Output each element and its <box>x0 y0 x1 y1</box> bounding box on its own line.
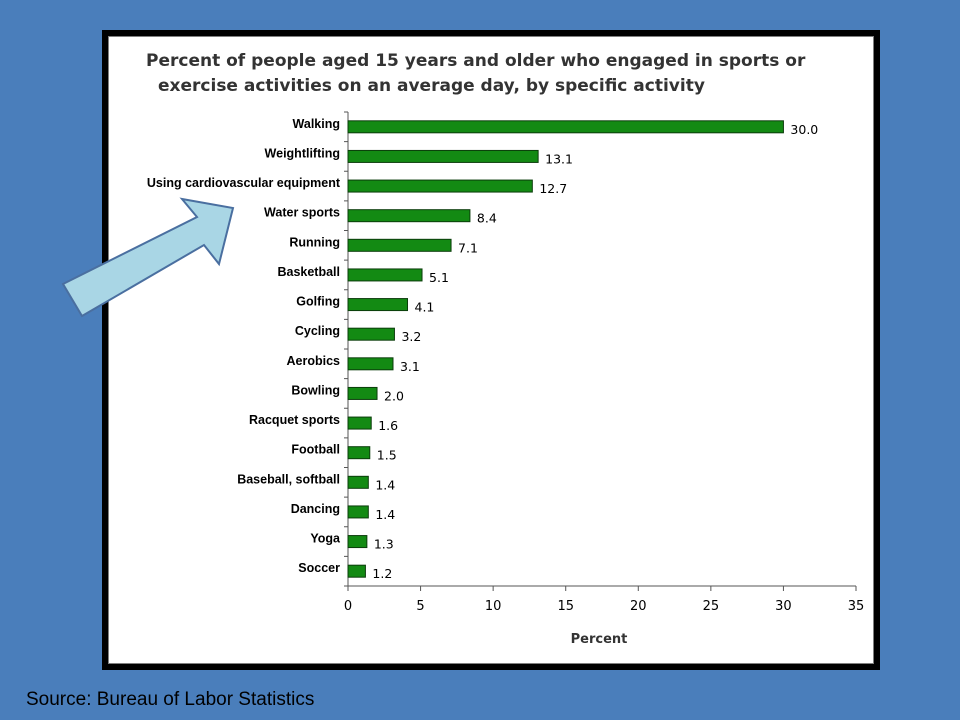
category-label: Racquet sports <box>249 413 340 427</box>
chart-title-line-2: exercise activities on an average day, b… <box>158 76 705 96</box>
value-label: 2.0 <box>384 388 404 403</box>
category-label: Bowling <box>291 383 340 397</box>
category-label: Weightlifting <box>265 146 340 160</box>
bar <box>347 179 533 193</box>
bar <box>347 475 369 489</box>
bar <box>347 298 409 312</box>
x-tick-label: 10 <box>485 599 502 614</box>
bar <box>347 209 471 223</box>
category-label: Soccer <box>298 561 340 575</box>
value-label: 12.7 <box>539 181 567 196</box>
bar <box>347 446 371 460</box>
x-tick-label: 30 <box>775 599 792 614</box>
bar <box>347 357 394 371</box>
bar <box>347 268 423 282</box>
value-label: 1.4 <box>375 477 395 492</box>
value-label: 8.4 <box>477 211 497 226</box>
value-label: 30.0 <box>790 122 818 137</box>
x-tick-label: 15 <box>557 599 574 614</box>
x-axis-title: Percent <box>571 632 628 647</box>
source-caption: Source: Bureau of Labor Statistics <box>26 689 315 710</box>
value-label: 3.1 <box>400 359 420 374</box>
value-label: 13.1 <box>545 151 573 166</box>
category-label: Dancing <box>291 502 340 516</box>
x-tick-label: 0 <box>344 599 352 614</box>
bar <box>347 386 378 400</box>
x-tick-label: 35 <box>848 599 865 614</box>
x-tick-label: 5 <box>416 599 424 614</box>
category-label: Using cardiovascular equipment <box>147 176 341 190</box>
plot-area: 0 5 10 15 20 25 30 35 Walking 30.0 Weightlifting 13… <box>147 111 865 614</box>
value-label: 1.5 <box>377 448 397 463</box>
chart-frame: Percent of people aged 15 years and olde… <box>102 30 880 670</box>
chart-panel: Percent of people aged 15 years and olde… <box>108 36 874 664</box>
bar <box>347 120 784 134</box>
value-label: 1.2 <box>372 566 392 581</box>
bar <box>347 327 395 341</box>
category-label: Baseball, softball <box>237 472 340 486</box>
value-label: 5.1 <box>429 270 449 285</box>
bar <box>347 149 539 163</box>
category-label: Walking <box>293 117 340 131</box>
category-label: Basketball <box>277 265 340 279</box>
chart-title-line-1: Percent of people aged 15 years and olde… <box>146 51 806 71</box>
value-label: 1.3 <box>374 537 394 552</box>
category-label: Yoga <box>310 532 341 546</box>
bar <box>347 505 369 519</box>
category-label: Water sports <box>264 206 340 220</box>
x-tick-label: 25 <box>703 599 720 614</box>
category-label: Running <box>289 235 340 249</box>
category-label: Aerobics <box>287 354 341 368</box>
value-label: 4.1 <box>415 300 435 315</box>
bar <box>347 564 366 578</box>
category-label: Football <box>291 443 340 457</box>
bar <box>347 535 368 549</box>
category-label: Golfing <box>296 295 340 309</box>
value-label: 7.1 <box>458 240 478 255</box>
bar <box>347 238 452 252</box>
bar <box>347 416 372 430</box>
x-tick-label: 20 <box>630 599 647 614</box>
value-label: 1.6 <box>378 418 398 433</box>
category-label: Cycling <box>295 324 340 338</box>
value-label: 3.2 <box>401 329 421 344</box>
bar-chart: Percent of people aged 15 years and olde… <box>146 51 865 647</box>
value-label: 1.4 <box>375 507 395 522</box>
